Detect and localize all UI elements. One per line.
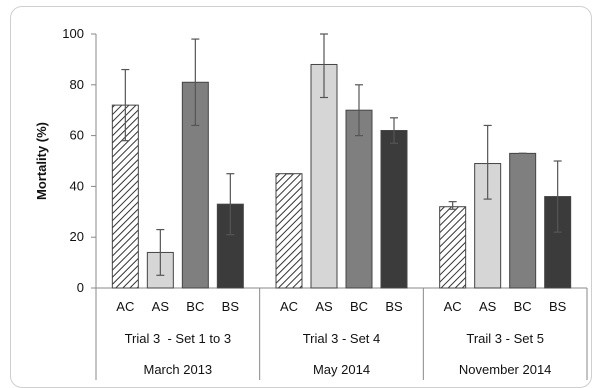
category-label: AS — [479, 299, 497, 314]
bar-as — [310, 63, 338, 289]
category-label: AC — [116, 299, 134, 314]
category-label: AS — [315, 299, 333, 314]
group-date-label: March 2013 — [144, 362, 213, 377]
bar-ac — [275, 173, 303, 289]
y-tick-label: 100 — [62, 26, 84, 41]
group-label: Trial 3 - Set 4 — [303, 331, 381, 346]
bar-bs — [380, 130, 408, 289]
category-label: BS — [385, 299, 403, 314]
y-tick-label: 60 — [70, 128, 84, 143]
category-label: BC — [186, 299, 204, 314]
y-tick-label: 20 — [70, 229, 84, 244]
bar-bc — [509, 152, 537, 289]
group-date-label: November 2014 — [459, 362, 552, 377]
y-axis-label: Mortality (%) — [34, 122, 49, 200]
category-label: AC — [444, 299, 462, 314]
bar-bc — [345, 109, 373, 289]
category-label: BS — [549, 299, 567, 314]
y-tick-label: 40 — [70, 178, 84, 193]
y-tick-label: 80 — [70, 77, 84, 92]
category-label: BC — [514, 299, 532, 314]
bar-ac — [439, 206, 467, 289]
group-label: Trail 3 - Set 5 — [466, 331, 544, 346]
y-tick-label: 0 — [77, 280, 84, 295]
category-label: AS — [152, 299, 170, 314]
mortality-bar-chart: 0 20 40 60 80 100 Mortality (%) AC AS BC BS Trial 3… — [34, 26, 588, 380]
group-label: Trial 3 - Set 1 to 3 — [125, 331, 231, 346]
category-label: BS — [222, 299, 240, 314]
category-label: BC — [350, 299, 368, 314]
group-date-label: May 2014 — [313, 362, 370, 377]
category-label: AC — [280, 299, 298, 314]
